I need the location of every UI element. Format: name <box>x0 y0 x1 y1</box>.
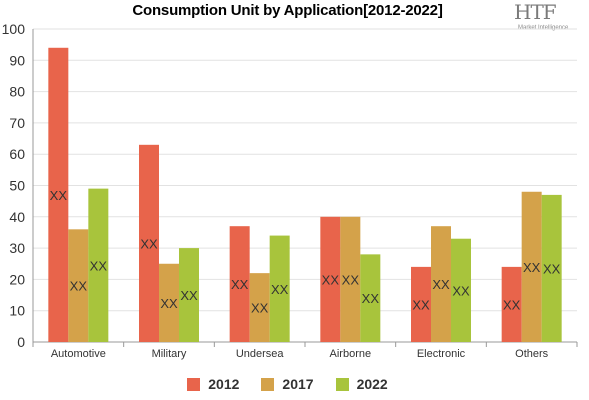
data-label: XX <box>543 261 561 276</box>
bar-chart: 0102030405060708090100XXXXXXAutomotiveXX… <box>2 21 578 360</box>
bar-2012-automotive <box>48 47 69 342</box>
bar-2017-others <box>521 191 542 342</box>
data-label: XX <box>70 279 88 294</box>
data-label: XX <box>180 288 198 303</box>
data-label: XX <box>523 260 541 275</box>
data-label: XX <box>412 297 430 312</box>
bar-2017-undersea <box>249 273 270 342</box>
legend-swatch <box>187 377 201 391</box>
data-label: XX <box>90 258 108 273</box>
bar-2022-undersea <box>269 235 290 342</box>
data-label: XX <box>452 283 470 298</box>
bar-2022-military <box>179 248 199 342</box>
data-label: XX <box>322 272 340 287</box>
y-tick-label: 70 <box>9 115 25 131</box>
bar-2012-undersea <box>229 226 250 342</box>
y-tick-label: 60 <box>9 146 25 162</box>
x-tick-label: Undersea <box>236 348 285 360</box>
legend-item-2012[interactable]: 2012 <box>187 376 239 392</box>
data-label: XX <box>362 291 380 306</box>
y-tick-label: 0 <box>17 334 25 350</box>
legend: 2012 2017 2022 <box>0 376 575 392</box>
logo-mark: HTF <box>514 0 557 24</box>
bar-2022-automotive <box>88 188 109 342</box>
data-label: XX <box>140 236 158 251</box>
y-tick-label: 30 <box>9 240 25 256</box>
bar-2012-electronic <box>411 266 431 342</box>
y-tick-label: 80 <box>9 84 25 100</box>
bar-2017-electronic <box>431 226 451 342</box>
bar-2012-airborne <box>320 216 341 342</box>
htf-logo: HTF Market Intelligence <box>506 0 586 34</box>
x-tick-label: Military <box>152 348 187 360</box>
legend-swatch <box>261 377 275 391</box>
y-tick-label: 40 <box>9 209 25 225</box>
legend-label: 2022 <box>356 376 388 392</box>
logo-subtitle: Market Intelligence <box>518 25 569 31</box>
y-tick-label: 90 <box>9 52 25 68</box>
legend-item-2022[interactable]: 2022 <box>335 376 388 392</box>
x-tick-label: Airborne <box>330 348 372 360</box>
y-tick-label: 50 <box>9 178 25 194</box>
legend-item-2017[interactable]: 2017 <box>261 376 314 392</box>
data-label: XX <box>432 277 450 292</box>
data-label: XX <box>231 277 249 292</box>
x-tick-label: Electronic <box>417 348 466 360</box>
bar-2012-military <box>139 144 159 342</box>
y-tick-label: 10 <box>9 303 25 319</box>
bar-2017-military <box>159 263 179 342</box>
legend-label: 2017 <box>282 376 314 392</box>
bar-2022-others <box>541 194 562 342</box>
y-tick-label: 20 <box>9 271 25 287</box>
bar-2012-others <box>501 266 522 342</box>
bar-2022-airborne <box>360 254 381 342</box>
legend-label: 2012 <box>208 376 240 392</box>
chart-title: Consumption Unit by Application[2012-202… <box>132 2 443 19</box>
bar-2017-automotive <box>68 229 89 342</box>
data-label: XX <box>50 188 68 203</box>
bar-2022-electronic <box>451 238 471 342</box>
data-label: XX <box>251 301 269 316</box>
data-label: XX <box>342 272 360 287</box>
y-tick-label: 100 <box>2 21 26 37</box>
legend-swatch <box>335 377 349 391</box>
data-label: XX <box>160 296 178 311</box>
bar-2017-airborne <box>340 216 361 342</box>
x-tick-label: Automotive <box>51 348 106 360</box>
x-tick-label: Others <box>515 348 549 360</box>
data-label: XX <box>503 297 521 312</box>
data-label: XX <box>271 282 289 297</box>
